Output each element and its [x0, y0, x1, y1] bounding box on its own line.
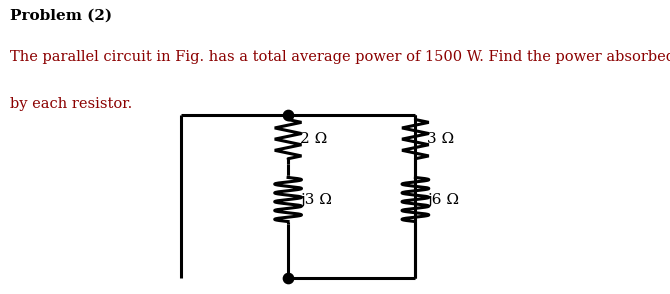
- Text: The parallel circuit in Fig. has a total average power of 1500 W. Find the power: The parallel circuit in Fig. has a total…: [10, 50, 670, 64]
- Point: [283, 112, 293, 117]
- Text: 2 Ω: 2 Ω: [300, 132, 328, 146]
- Text: j6 Ω: j6 Ω: [427, 193, 460, 206]
- Text: by each resistor.: by each resistor.: [10, 97, 132, 111]
- Text: Problem (2): Problem (2): [10, 9, 112, 23]
- Text: j3 Ω: j3 Ω: [300, 193, 332, 206]
- Text: 3 Ω: 3 Ω: [427, 132, 454, 146]
- Point: [283, 275, 293, 280]
